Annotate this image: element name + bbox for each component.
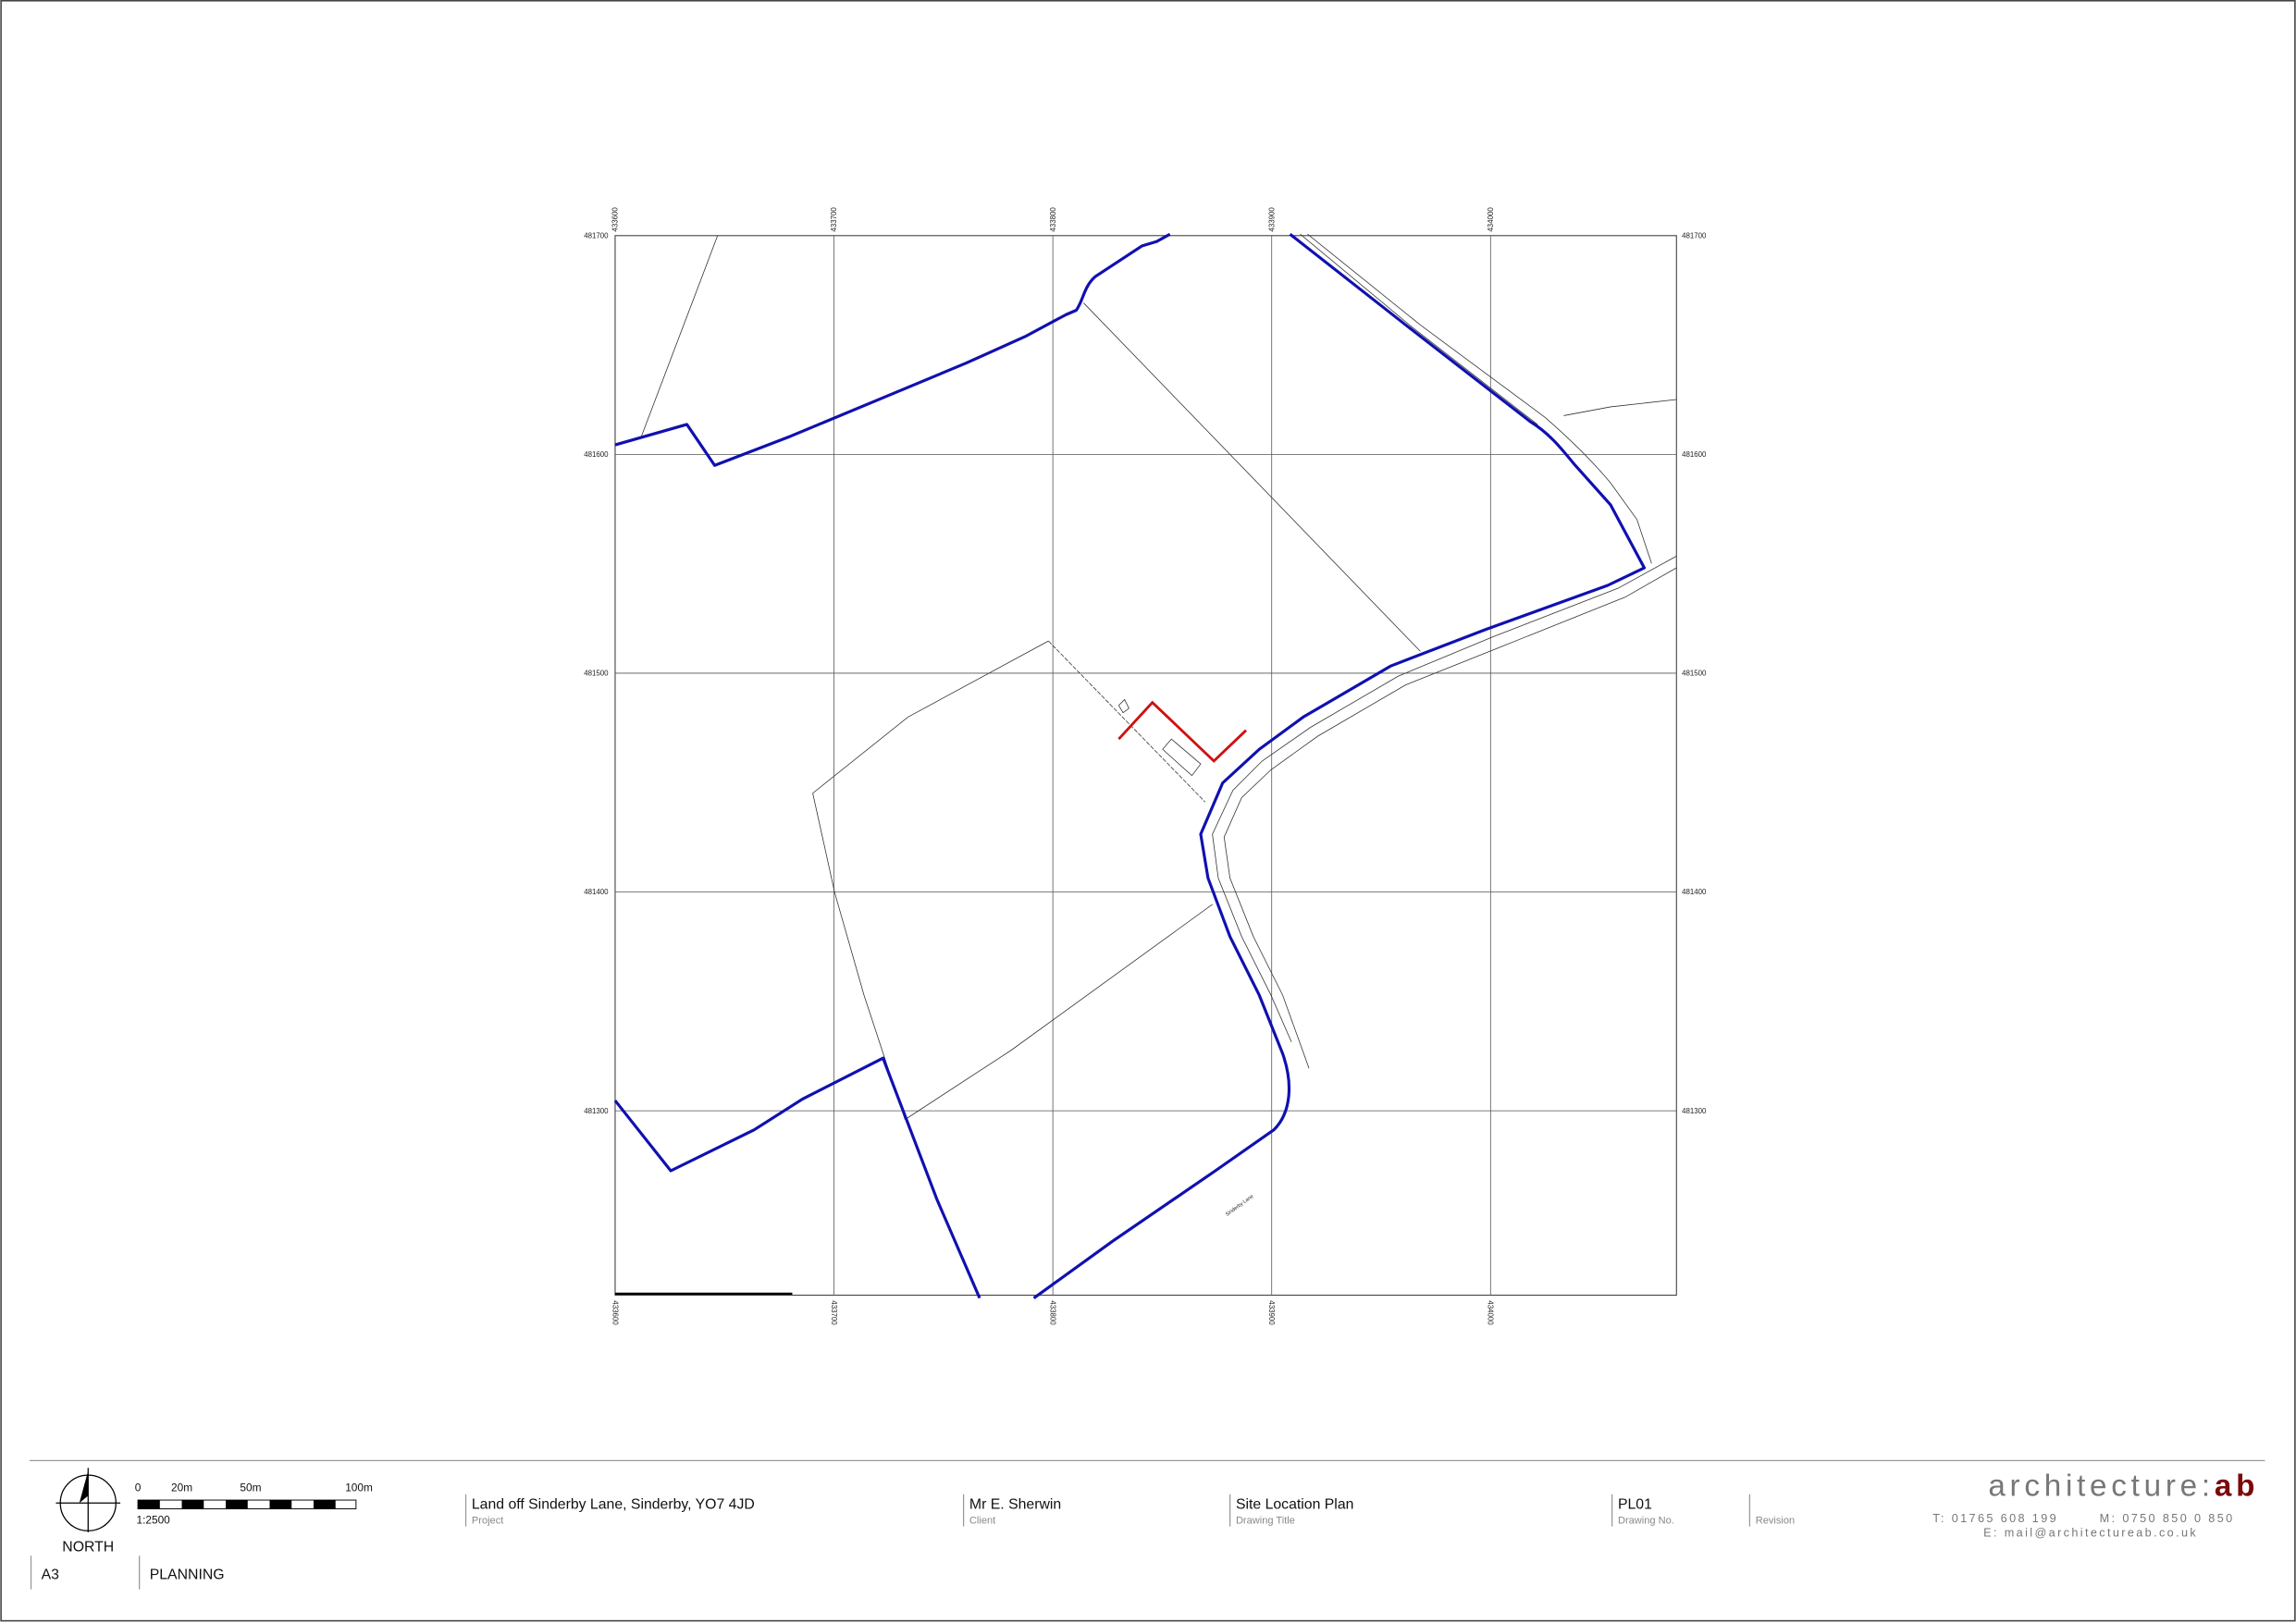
field-boundaries bbox=[641, 233, 1677, 1120]
map-frame bbox=[614, 235, 1677, 1297]
northing-label: 481500 bbox=[1682, 670, 1707, 678]
paper-size: A3 bbox=[42, 1568, 60, 1583]
title-block: NORTH 0 20m 50m 100m 1:2500 A3 PLANNING … bbox=[29, 1459, 2265, 1590]
northing-label: 481700 bbox=[1682, 231, 1707, 240]
logo: architecture:ab bbox=[1988, 1469, 2259, 1503]
easting-label: 433700 bbox=[830, 1300, 838, 1325]
logo-email: E: mail@architectureab.co.uk bbox=[1983, 1527, 2198, 1540]
logo-initials: ab bbox=[2215, 1469, 2259, 1503]
revision-label: Revision bbox=[1756, 1515, 1795, 1526]
scale-label: 0 bbox=[135, 1482, 142, 1494]
northing-label: 481500 bbox=[584, 670, 609, 678]
drawing-no-label: Drawing No. bbox=[1618, 1515, 1674, 1526]
north-label: NORTH bbox=[62, 1539, 114, 1555]
northing-label: 481600 bbox=[584, 450, 609, 459]
northing-label: 481300 bbox=[1682, 1107, 1707, 1115]
drawing-title-value: Site Location Plan bbox=[1236, 1497, 1353, 1513]
logo-mobile: M: 0750 850 0 850 bbox=[2100, 1512, 2235, 1525]
easting-label: 433600 bbox=[611, 207, 620, 232]
easting-label: 433900 bbox=[1267, 207, 1276, 232]
status: PLANNING bbox=[150, 1568, 225, 1583]
easting-label: 433800 bbox=[1049, 207, 1057, 232]
site-map: 481300 481300 481400 481400 481500 481500 4816… bbox=[584, 207, 1707, 1326]
scale-ratio: 1:2500 bbox=[136, 1513, 170, 1526]
scale-label: 20m bbox=[171, 1482, 192, 1494]
easting-label: 433700 bbox=[830, 207, 838, 232]
northing-label: 481600 bbox=[1682, 450, 1707, 459]
easting-label: 433900 bbox=[1267, 1300, 1276, 1325]
project-value: Land off Sinderby Lane, Sinderby, YO7 4J… bbox=[472, 1497, 755, 1513]
northing-label: 481700 bbox=[584, 231, 609, 240]
site-boundary bbox=[1117, 700, 1248, 763]
scale-label: 100m bbox=[345, 1482, 373, 1494]
easting-label: 433800 bbox=[1048, 1300, 1056, 1325]
drawing-no-value: PL01 bbox=[1618, 1497, 1652, 1513]
scale-bar bbox=[137, 1499, 357, 1510]
northing-label: 481400 bbox=[584, 888, 609, 896]
road-label: Sinderby Lane bbox=[1225, 1194, 1254, 1218]
northing-label: 481300 bbox=[584, 1107, 609, 1115]
easting-label: 434000 bbox=[1487, 207, 1495, 232]
client-label: Client bbox=[969, 1515, 995, 1526]
project-label: Project bbox=[472, 1515, 503, 1526]
north-arrow bbox=[56, 1468, 121, 1532]
logo-name: architecture: bbox=[1988, 1469, 2215, 1503]
scale-label: 50m bbox=[240, 1482, 261, 1494]
ownership-boundary bbox=[613, 232, 1647, 1299]
northing-label: 481400 bbox=[1682, 888, 1707, 896]
easting-label: 433600 bbox=[611, 1300, 619, 1325]
logo-phone: T: 01765 608 199 bbox=[1932, 1512, 2058, 1525]
drawing-title-label: Drawing Title bbox=[1236, 1515, 1295, 1526]
client-value: Mr E. Sherwin bbox=[969, 1497, 1061, 1513]
easting-label: 434000 bbox=[1487, 1300, 1495, 1325]
